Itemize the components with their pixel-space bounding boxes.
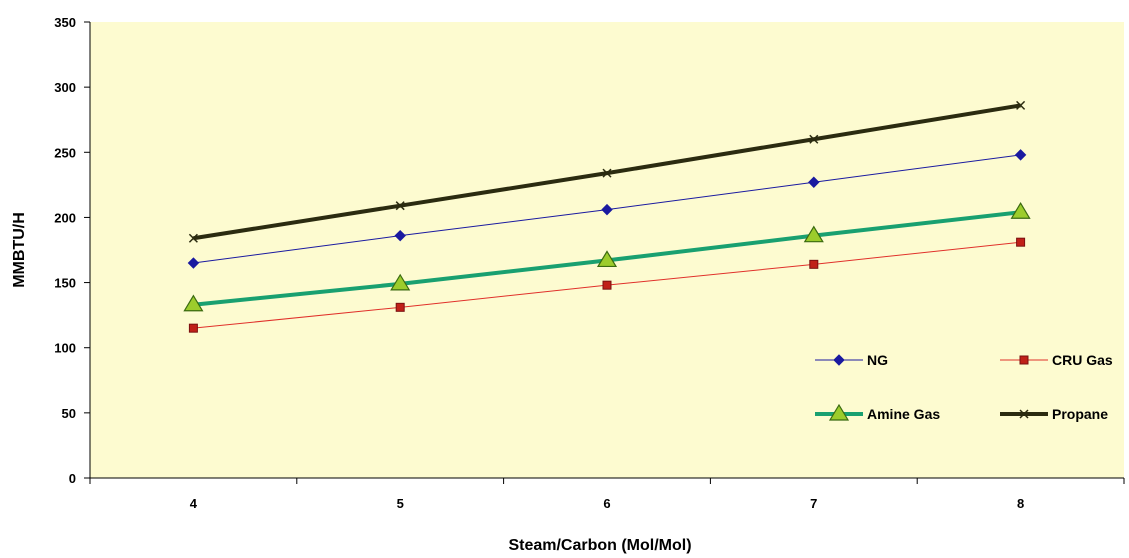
series-cru-gas: [188, 237, 1026, 333]
x-tick-label: 5: [397, 496, 404, 511]
data-point: [183, 294, 204, 312]
y-tick-label: 150: [54, 276, 76, 291]
legend-item-ng: NG: [815, 352, 888, 368]
data-point: [808, 176, 820, 188]
y-axis-title: MMBTU/H: [11, 212, 28, 288]
data-point: [1010, 202, 1031, 219]
data-point: [188, 323, 198, 333]
data-point: [187, 257, 200, 269]
y-tick-label: 200: [54, 210, 76, 225]
legend: NG CRU Gas Amine Gas Propane: [815, 352, 1113, 422]
legend-label: CRU Gas: [1052, 352, 1113, 368]
x-tick-label: 7: [810, 496, 817, 511]
data-point: [1016, 100, 1026, 110]
legend-marker: [833, 354, 845, 366]
data-point: [1016, 237, 1026, 247]
data-point: [395, 201, 405, 211]
data-point: [390, 273, 411, 291]
data-point: [394, 229, 406, 242]
y-tick-label: 350: [54, 15, 76, 30]
x-marker-stroke: [602, 168, 612, 178]
data-point: [601, 203, 613, 216]
data-point: [1014, 149, 1027, 161]
plot-area: [90, 22, 1124, 478]
y-tick-label: 0: [69, 471, 76, 486]
x-marker-stroke: [1016, 100, 1026, 110]
x-marker-stroke: [1019, 409, 1029, 419]
y-tick-label: 300: [54, 80, 76, 95]
legend-label: Amine Gas: [867, 406, 940, 422]
data-point: [809, 134, 819, 144]
x-marker-stroke: [395, 201, 405, 211]
series-ng: [187, 149, 1027, 269]
data-point: [602, 280, 612, 290]
series-propane: [188, 100, 1026, 243]
legend-label: Propane: [1052, 406, 1108, 422]
data-point: [395, 302, 405, 312]
data-point: [809, 259, 819, 269]
series-amine-gas: [183, 202, 1031, 312]
legend-item-cru-gas: CRU Gas: [1000, 352, 1113, 368]
legend-marker: [1019, 409, 1029, 419]
x-tick-label: 6: [603, 496, 610, 511]
y-tick-label: 250: [54, 145, 76, 160]
x-tick-label: 8: [1017, 496, 1024, 511]
y-tick-label: 100: [54, 341, 76, 356]
legend-marker: [1019, 355, 1029, 365]
x-marker-stroke: [188, 233, 198, 243]
x-marker-stroke: [809, 134, 819, 144]
x-axis-title: Steam/Carbon (Mol/Mol): [508, 537, 691, 554]
axes-layer: 0 50 100 150 200 250 300 350 4 5 6 7 8: [54, 15, 1125, 511]
data-point: [803, 225, 824, 243]
y-tick-label: 50: [62, 406, 76, 421]
data-point: [188, 233, 198, 243]
data-point: [596, 250, 618, 268]
legend-item-amine-gas: Amine Gas: [815, 403, 940, 422]
data-point: [602, 168, 612, 178]
series-layer: [183, 100, 1031, 333]
legend-marker: [828, 403, 850, 421]
legend-label: NG: [867, 352, 888, 368]
x-tick-label: 4: [190, 496, 198, 511]
legend-item-propane: Propane: [1000, 406, 1108, 422]
